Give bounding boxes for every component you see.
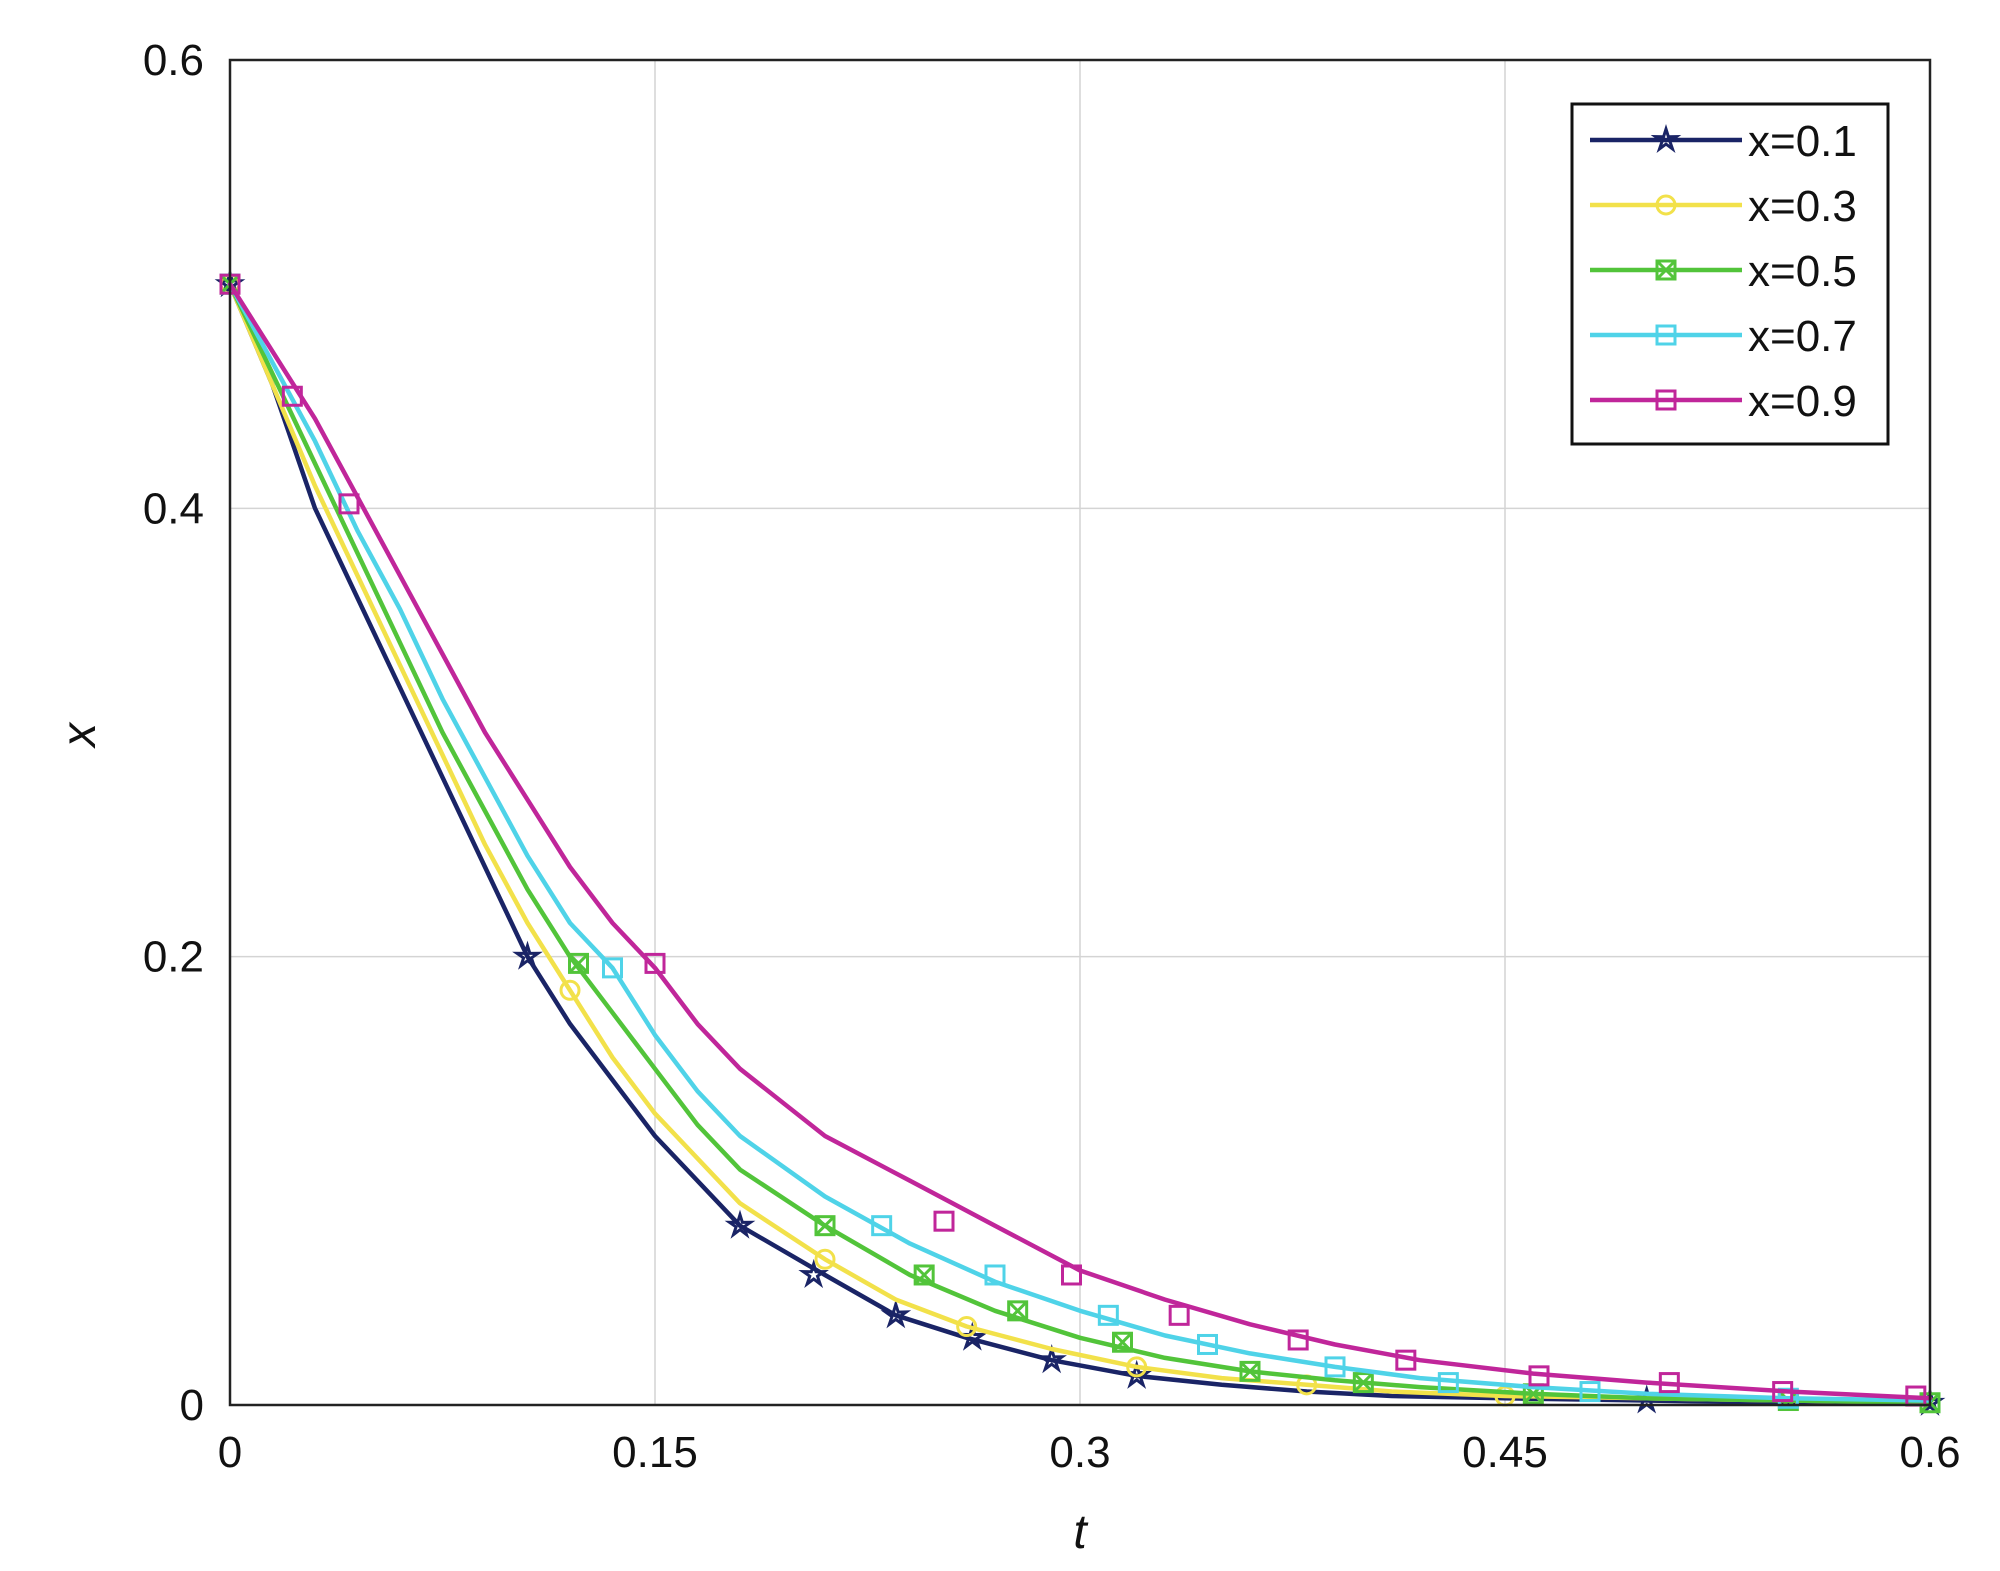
data-point-marker: [1395, 1349, 1417, 1371]
data-point-marker: [1061, 1264, 1082, 1286]
legend-marker: [1655, 259, 1677, 281]
series-5: [219, 273, 1933, 1407]
data-point-marker: [984, 1264, 1006, 1286]
x-axis-label: t: [1073, 1506, 1088, 1559]
data-point-marker: [871, 1215, 893, 1237]
data-point-marker: [1126, 1356, 1148, 1378]
legend: x=0.1 x=0.3 x=0.5 x=0.7 x=0.9: [1570, 102, 1890, 446]
data-point-marker: [1528, 1365, 1550, 1387]
data-point-marker: [814, 1248, 836, 1270]
y-axis-label: x: [53, 721, 106, 749]
data-point-marker: [281, 385, 303, 407]
series-line: [227, 281, 1933, 1406]
data-point-marker: [1324, 1356, 1346, 1378]
data-point-marker: [1097, 1304, 1119, 1326]
legend-item: x=0.1: [1590, 117, 1857, 166]
data-point-marker: [1287, 1329, 1309, 1351]
legend-marker: [1655, 194, 1677, 216]
data-point-marker: [602, 957, 623, 979]
x-tick-label: 0: [218, 1428, 242, 1477]
legend-item: x=0.3: [1590, 182, 1857, 231]
legend-item: x=0.5: [1590, 247, 1857, 296]
legend-label: x=0.5: [1748, 247, 1857, 296]
data-point-marker: [1239, 1360, 1261, 1382]
legend-item: x=0.9: [1590, 377, 1857, 426]
data-point-marker: [1112, 1331, 1133, 1353]
series-line: [227, 281, 1933, 1406]
y-tick-label: 0: [180, 1381, 204, 1430]
y-tick-label: 0.6: [143, 36, 204, 85]
data-point-marker: [880, 1299, 912, 1329]
legend-label: x=0.1: [1748, 117, 1857, 166]
data-point-marker: [1168, 1304, 1190, 1326]
legend-item: x=0.7: [1590, 312, 1857, 361]
x-tick-label: 0.6: [1899, 1428, 1960, 1477]
legend-label: x=0.9: [1748, 377, 1857, 426]
plot-area-border: [228, 58, 1932, 1407]
x-tick-label: 0.3: [1049, 1428, 1110, 1477]
data-point-marker: [933, 1210, 955, 1232]
series-line: [227, 281, 1933, 1401]
legend-box: [1570, 102, 1890, 446]
data-point-marker: [724, 1209, 756, 1239]
y-tick-label: 0.4: [143, 484, 204, 533]
x-tick-label: 0.45: [1462, 1428, 1548, 1477]
data-point-marker: [1007, 1300, 1029, 1322]
data-point-marker: [798, 1258, 829, 1289]
data-point-marker: [338, 493, 360, 515]
data-point-marker: [559, 979, 581, 1001]
legend-marker: [1655, 324, 1677, 346]
tick-labels: 0 0.15 0.3 0.45 0.6 0 0.2 0.4 0.6: [143, 36, 1961, 1477]
legend-marker: [1655, 389, 1677, 411]
legend-label: x=0.7: [1748, 312, 1857, 361]
series-line: [227, 281, 1933, 1403]
data-point-marker: [1036, 1344, 1067, 1374]
data-point-marker: [913, 1264, 935, 1286]
data-point-marker: [1197, 1333, 1218, 1355]
y-tick-label: 0.2: [143, 933, 204, 982]
data-point-marker: [568, 952, 589, 974]
legend-label: x=0.3: [1748, 182, 1857, 231]
data-point-marker: [1658, 1372, 1680, 1394]
data-point-marker: [1772, 1381, 1794, 1403]
data-point-marker: [644, 952, 666, 974]
series-line: [227, 281, 1933, 1406]
data-point-marker: [956, 1316, 978, 1338]
series-group: [214, 268, 1946, 1416]
legend-marker: [1650, 123, 1682, 153]
data-point-marker: [1352, 1372, 1374, 1394]
data-point-marker: [814, 1215, 836, 1237]
data-point-marker: [512, 940, 543, 970]
data-point-marker: [1437, 1372, 1459, 1394]
data-point-marker: [1579, 1381, 1601, 1403]
x-tick-label: 0.15: [612, 1428, 698, 1477]
